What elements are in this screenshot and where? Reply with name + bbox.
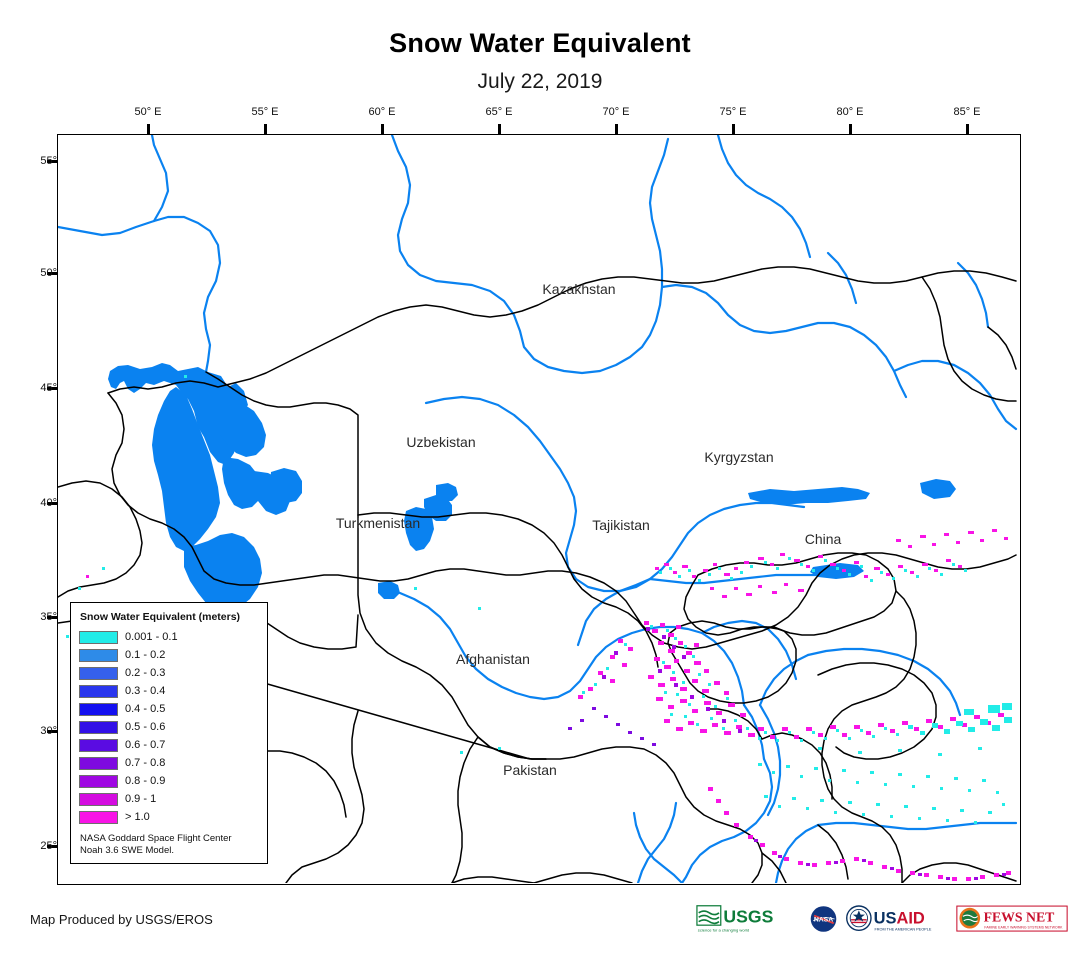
legend-color-swatch <box>79 738 118 752</box>
agency-logos: USGS science for a changing world NASA U… <box>696 903 1068 935</box>
legend-class-list: 0.001 - 0.1 0.1 - 0.2 0.2 - 0.3 0.3 - 0.4 0.… <box>79 628 259 826</box>
legend-row: 0.6 - 0.7 <box>79 736 259 754</box>
legend-row: 0.4 - 0.5 <box>79 700 259 718</box>
longitude-tick <box>264 124 267 134</box>
usgs-logo[interactable]: USGS science for a changing world <box>696 904 802 934</box>
longitude-tick <box>615 124 618 134</box>
legend-row: 0.2 - 0.3 <box>79 664 259 682</box>
longitude-tick <box>966 124 969 134</box>
nasa-logo[interactable]: NASA <box>809 904 838 934</box>
legend-range-label: 0.1 - 0.2 <box>125 649 166 661</box>
longitude-tick-label: 75° E <box>719 106 747 118</box>
longitude-tick <box>849 124 852 134</box>
latitude-tick <box>47 502 57 505</box>
legend-color-swatch <box>79 756 118 770</box>
usaid-logo[interactable]: USAID FROM THE AMERICAN PEOPLE <box>845 904 949 934</box>
latitude-tick <box>47 272 57 275</box>
page-subtitle: July 22, 2019 <box>477 70 603 93</box>
rivers <box>58 135 1018 883</box>
legend-range-label: 0.2 - 0.3 <box>125 667 166 679</box>
latitude-tick <box>47 845 57 848</box>
legend-row: 0.5 - 0.6 <box>79 718 259 736</box>
svg-text:USGS: USGS <box>723 907 773 927</box>
svg-text:FAMINE EARLY WARNING SYSTEMS N: FAMINE EARLY WARNING SYSTEMS NETWORK <box>984 925 1063 929</box>
legend-color-swatch <box>79 774 118 788</box>
legend-range-label: 0.7 - 0.8 <box>125 757 166 769</box>
legend-color-swatch <box>79 630 118 644</box>
longitude-tick-label: 55° E <box>251 106 279 118</box>
legend-color-swatch <box>79 810 118 824</box>
page-title: Snow Water Equivalent <box>389 28 691 58</box>
longitude-tick <box>381 124 384 134</box>
legend-row: > 1.0 <box>79 808 259 826</box>
longitude-tick-label: 50° E <box>134 106 162 118</box>
svg-text:USAID: USAID <box>874 909 925 927</box>
latitude-tick <box>47 387 57 390</box>
legend-range-label: 0.001 - 0.1 <box>125 631 178 643</box>
map-producer-credit: Map Produced by USGS/EROS <box>30 912 213 927</box>
svg-text:FROM THE AMERICAN PEOPLE: FROM THE AMERICAN PEOPLE <box>874 927 931 931</box>
longitude-tick-label: 85° E <box>953 106 981 118</box>
water-bodies <box>108 363 956 611</box>
legend-row: 0.7 - 0.8 <box>79 754 259 772</box>
legend-color-swatch <box>79 792 118 806</box>
longitude-tick-label: 65° E <box>485 106 513 118</box>
legend-range-label: 0.5 - 0.6 <box>125 721 166 733</box>
legend-row: 0.3 - 0.4 <box>79 682 259 700</box>
legend-row: 0.1 - 0.2 <box>79 646 259 664</box>
legend-panel[interactable]: Snow Water Equivalent (meters) 0.001 - 0… <box>70 602 268 864</box>
legend-row: 0.8 - 0.9 <box>79 772 259 790</box>
map-graphic <box>58 135 1018 883</box>
svg-text:FEWS NET: FEWS NET <box>984 910 1055 925</box>
legend-title: Snow Water Equivalent (meters) <box>80 611 241 623</box>
legend-range-label: 0.8 - 0.9 <box>125 775 166 787</box>
longitude-tick-label: 70° E <box>602 106 630 118</box>
longitude-tick <box>498 124 501 134</box>
legend-row: 0.001 - 0.1 <box>79 628 259 646</box>
legend-color-swatch <box>79 702 118 716</box>
latitude-tick <box>47 616 57 619</box>
longitude-tick <box>147 124 150 134</box>
longitude-tick-label: 80° E <box>836 106 864 118</box>
legend-row: 0.9 - 1 <box>79 790 259 808</box>
latitude-tick <box>47 730 57 733</box>
legend-range-label: 0.9 - 1 <box>125 793 157 805</box>
svg-text:NASA: NASA <box>814 917 833 924</box>
legend-color-swatch <box>79 684 118 698</box>
fewsnet-logo[interactable]: FEWS NET FAMINE EARLY WARNING SYSTEMS NE… <box>956 904 1068 934</box>
legend-credit: NASA Goddard Space Flight Center Noah 3.… <box>80 833 232 856</box>
longitude-tick-label: 60° E <box>368 106 396 118</box>
swe-data-layer <box>66 375 1012 881</box>
longitude-tick <box>732 124 735 134</box>
svg-text:science for a changing world: science for a changing world <box>698 927 749 932</box>
legend-range-label: 0.6 - 0.7 <box>125 739 166 751</box>
legend-color-swatch <box>79 720 118 734</box>
legend-color-swatch <box>79 666 118 680</box>
legend-color-swatch <box>79 648 118 662</box>
latitude-tick <box>47 160 57 163</box>
legend-range-label: 0.3 - 0.4 <box>125 685 166 697</box>
legend-range-label: 0.4 - 0.5 <box>125 703 166 715</box>
legend-range-label: > 1.0 <box>125 811 150 823</box>
